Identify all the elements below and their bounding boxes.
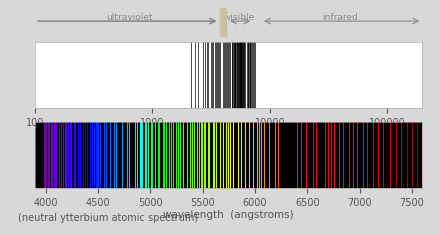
Text: visible: visible bbox=[226, 13, 255, 22]
X-axis label: wavelength  (angstroms): wavelength (angstroms) bbox=[164, 131, 294, 141]
Text: (neutral ytterbium atomic spectrum): (neutral ytterbium atomic spectrum) bbox=[18, 213, 198, 223]
Text: ultraviolet: ultraviolet bbox=[106, 13, 153, 22]
Text: infrared: infrared bbox=[322, 13, 358, 22]
X-axis label: wavelength  (angstroms): wavelength (angstroms) bbox=[164, 211, 294, 220]
Bar bbox=[220, 8, 226, 36]
